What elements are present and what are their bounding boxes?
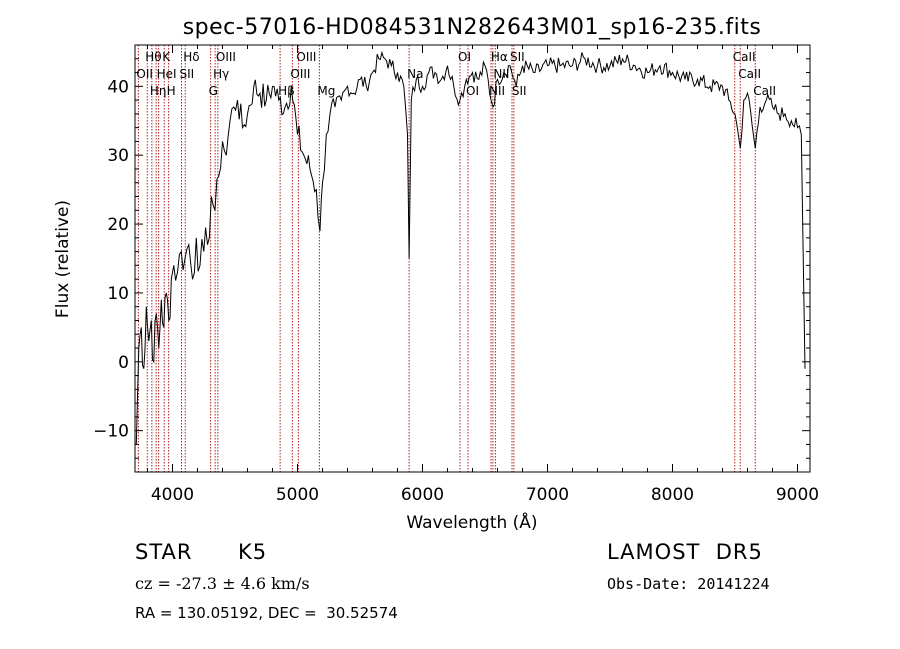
line-marker-label: OI: [458, 50, 471, 64]
chart-title: spec-57016-HD084531N282643M01_sp16-235.f…: [183, 15, 762, 40]
y-axis-label: Flux (relative): [53, 200, 73, 318]
y-axis-ticks: −10 0 10 20 30 40: [93, 44, 810, 473]
line-marker-label: NII: [493, 67, 509, 81]
x-tick-label: 4000: [151, 485, 194, 505]
line-marker-label: G: [209, 84, 218, 98]
redshift-velocity: cz = -27.3 ± 4.6 km/s: [135, 574, 310, 593]
object-subclass: K5: [238, 540, 268, 564]
line-marker-label: SII: [512, 84, 527, 98]
line-marker-label: Hδ: [183, 50, 199, 64]
line-marker-label: OIII: [296, 50, 316, 64]
x-axis-ticks: 4000 5000 6000 7000 8000 9000: [147, 45, 819, 505]
y-tick-label: −10: [93, 422, 129, 442]
line-marker-label: NII: [489, 84, 505, 98]
x-tick-label: 5000: [276, 485, 319, 505]
line-marker-labels: OIIHθHηHeIKHSIIHδGHγOIIIHβOIIIOIIIMgNaOI…: [136, 50, 776, 98]
survey-name: LAMOST DR5: [607, 540, 763, 564]
line-marker-label: Hθ: [145, 50, 161, 64]
line-marker-label: H: [167, 84, 176, 98]
line-marker-label: Na: [407, 67, 423, 81]
line-marker-label: HeI: [157, 67, 177, 81]
line-marker-label: OII: [136, 67, 153, 81]
y-tick-label: 0: [118, 353, 129, 373]
line-marker-label: OIII: [216, 50, 236, 64]
x-tick-label: 6000: [401, 485, 444, 505]
y-tick-label: 30: [107, 146, 129, 166]
observation-date: Obs-Date: 20141224: [607, 575, 770, 593]
line-marker-label: Hη: [150, 84, 167, 98]
line-marker-label: CaII: [733, 50, 756, 64]
x-tick-label: 9000: [776, 485, 819, 505]
line-marker-label: OI: [466, 84, 479, 98]
object-class: STAR: [135, 540, 193, 564]
line-marker-label: OIII: [290, 67, 310, 81]
y-tick-label: 20: [107, 215, 129, 235]
coordinates: RA = 130.05192, DEC = 30.52574: [135, 604, 398, 622]
line-marker-label: Hγ: [213, 67, 229, 81]
line-marker-label: Hα: [491, 50, 508, 64]
x-tick-label: 7000: [526, 485, 569, 505]
x-axis-label: Wavelength (Å): [406, 511, 537, 533]
spectrum-series-line: [135, 50, 806, 445]
line-marker-label: SII: [510, 50, 525, 64]
line-markers: [137, 45, 756, 472]
line-marker-label: K: [162, 50, 171, 64]
line-marker-label: CaII: [738, 67, 761, 81]
line-marker-label: SII: [180, 67, 195, 81]
x-tick-label: 8000: [651, 485, 694, 505]
line-marker-label: Mg: [317, 84, 335, 98]
line-marker-label: CaII: [753, 84, 776, 98]
y-tick-label: 40: [107, 77, 129, 97]
y-tick-label: 10: [107, 284, 129, 304]
